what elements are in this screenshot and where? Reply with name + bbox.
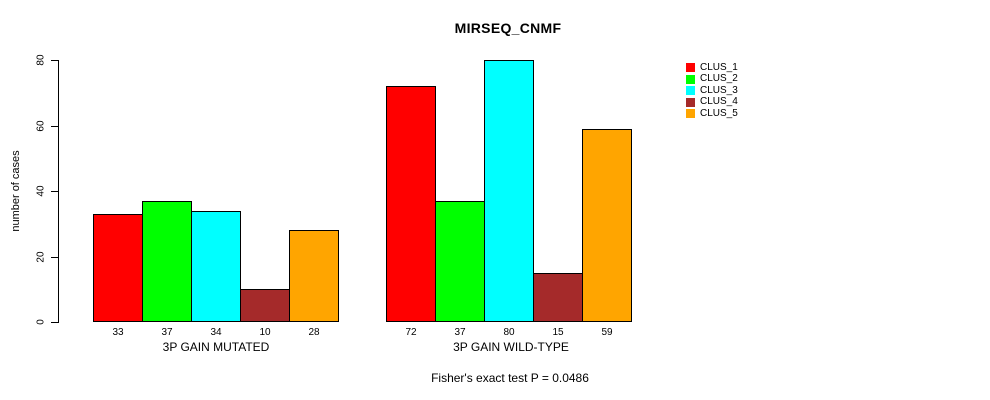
bar-value-label: 80 [503, 327, 515, 338]
legend-swatch-icon [686, 63, 695, 73]
y-axis-line [58, 60, 59, 323]
y-axis-tick-label: 80 [35, 54, 47, 66]
legend-label: CLUS_1 [700, 61, 738, 73]
bar-value-label: 59 [601, 327, 613, 338]
y-axis-tick-label: 20 [35, 250, 47, 263]
bar [582, 128, 632, 322]
bar-value-label: 15 [552, 327, 564, 338]
legend-label: CLUS_3 [700, 84, 738, 96]
bar [289, 230, 339, 322]
legend-swatch-icon [686, 86, 695, 96]
bar [484, 60, 534, 322]
y-axis-tick-label: 40 [35, 185, 47, 197]
legend-item: CLUS_5 [686, 108, 738, 120]
y-axis-label: number of cases [10, 150, 22, 232]
legend-label: CLUS_4 [700, 96, 738, 108]
group-label-mutated: 3P GAIN MUTATED [162, 340, 270, 354]
bar-value-label: 72 [405, 327, 417, 338]
bar [386, 86, 436, 322]
group-label-wild-type: 3P GAIN WILD-TYPE [453, 340, 569, 354]
bar-value-label: 28 [308, 327, 320, 338]
y-axis-tick-label: 0 [35, 319, 47, 325]
bar [240, 289, 290, 322]
y-axis-tick [51, 256, 58, 258]
y-axis-tick [51, 60, 58, 61]
legend-swatch-icon [686, 97, 695, 107]
legend-swatch-icon [686, 109, 695, 119]
legend-label: CLUS_5 [700, 107, 738, 119]
legend-item: CLUS_1 [686, 62, 738, 74]
fisher-test-annotation: Fisher's exact test P = 0.0486 [431, 371, 589, 385]
y-axis-tick-label: 60 [35, 119, 47, 132]
bar [93, 213, 143, 322]
bar [142, 200, 192, 322]
legend-label: CLUS_2 [700, 73, 738, 85]
legend-item: CLUS_2 [686, 74, 738, 86]
y-axis-tick [51, 322, 58, 323]
bar-value-label: 37 [454, 327, 466, 338]
bar-value-label: 33 [112, 327, 124, 338]
bar-value-label: 34 [210, 327, 222, 338]
y-axis-tick [51, 125, 58, 127]
legend-item: CLUS_4 [686, 97, 738, 109]
chart-title: MIRSEQ_CNMF [454, 20, 562, 36]
bar [533, 272, 583, 322]
legend: CLUS_1 CLUS_2 CLUS_3 CLUS_4 CLUS_5 [686, 62, 738, 120]
bar [435, 200, 485, 322]
bar-value-label: 37 [161, 327, 173, 338]
legend-swatch-icon [686, 74, 695, 84]
y-axis-tick [51, 191, 58, 192]
bar-value-label: 10 [259, 327, 271, 338]
legend-item: CLUS_3 [686, 85, 738, 97]
bar [191, 210, 241, 322]
